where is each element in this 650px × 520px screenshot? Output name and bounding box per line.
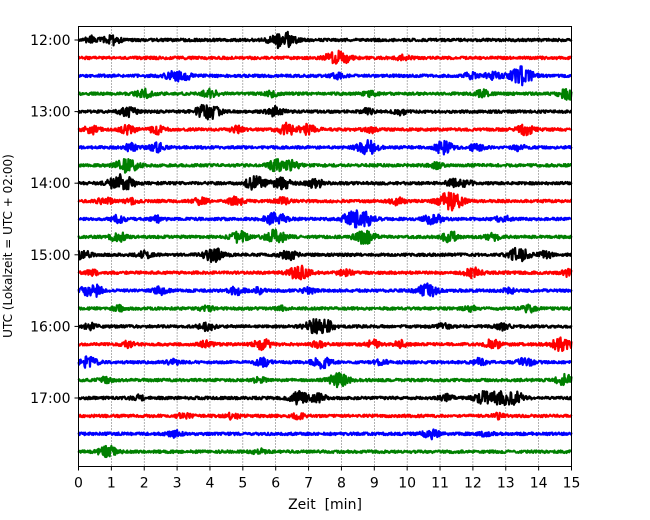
x-tick-label: 13: [497, 476, 515, 492]
x-tick-label: 15: [563, 476, 581, 492]
x-tick-label: 0: [74, 476, 83, 492]
plot-frame: [78, 26, 572, 467]
y-tick-label: 16:00: [30, 319, 70, 335]
grid: [111, 26, 539, 467]
trace-line-15:45: [77, 303, 573, 314]
x-tick-label: 14: [530, 476, 548, 492]
x-tick-label: 6: [271, 476, 280, 492]
trace-line-14:00: [77, 173, 573, 191]
y-tick-label: 14:00: [30, 176, 70, 192]
trace-line-13:45: [77, 158, 573, 174]
trace-line-12:30: [77, 65, 573, 87]
trace-line-14:30: [77, 209, 573, 229]
trace-line-15:00: [77, 246, 573, 264]
x-tick-label: 4: [206, 476, 215, 492]
x-tick-label: 11: [431, 476, 449, 492]
trace-line-12:15: [77, 49, 573, 65]
x-tick-label: 3: [173, 476, 182, 492]
trace-line-14:45: [77, 228, 573, 245]
y-axis: 12:00 13:00 14:00 15:00 16:00 17:00: [30, 33, 79, 407]
y-tick-label: 17:00: [30, 391, 70, 407]
traces: [77, 30, 573, 459]
trace-line-16:15: [77, 336, 573, 353]
trace-line-17:30: [77, 428, 573, 441]
x-tick-label: 2: [140, 476, 149, 492]
trace-line-12:45: [77, 87, 573, 101]
trace-line-13:15: [77, 121, 573, 137]
trace-line-13:00: [77, 103, 573, 121]
x-tick-label: 9: [370, 476, 379, 492]
x-tick-label: 5: [238, 476, 247, 492]
x-tick-label: 8: [337, 476, 346, 492]
x-axis: 0 1 2 3 4 5 6 7 8 9 10 11 12 13 14 15: [74, 466, 581, 492]
x-axis-label: Zeit [min]: [288, 497, 362, 513]
trace-line-15:15: [77, 264, 573, 281]
y-tick-label: 12:00: [30, 33, 70, 49]
y-tick-label: 15:00: [30, 248, 70, 264]
trace-line-17:45: [77, 444, 573, 459]
trace-line-15:30: [77, 282, 573, 298]
trace-line-17:00: [77, 389, 573, 407]
trace-line-17:15: [77, 411, 573, 421]
trace-line-13:30: [77, 139, 573, 156]
y-axis-label: UTC (Lokalzeit = UTC + 02:00): [1, 154, 15, 338]
x-tick-label: 1: [107, 476, 116, 492]
trace-line-16:45: [77, 371, 573, 389]
x-tick-label: 12: [464, 476, 482, 492]
x-tick-label: 7: [304, 476, 313, 492]
trace-line-12:00: [77, 30, 573, 50]
x-tick-label: 10: [398, 476, 416, 492]
trace-line-14:15: [77, 191, 573, 212]
trace-line-16:00: [77, 318, 573, 335]
trace-line-16:30: [77, 355, 573, 370]
y-tick-label: 13:00: [30, 105, 70, 121]
